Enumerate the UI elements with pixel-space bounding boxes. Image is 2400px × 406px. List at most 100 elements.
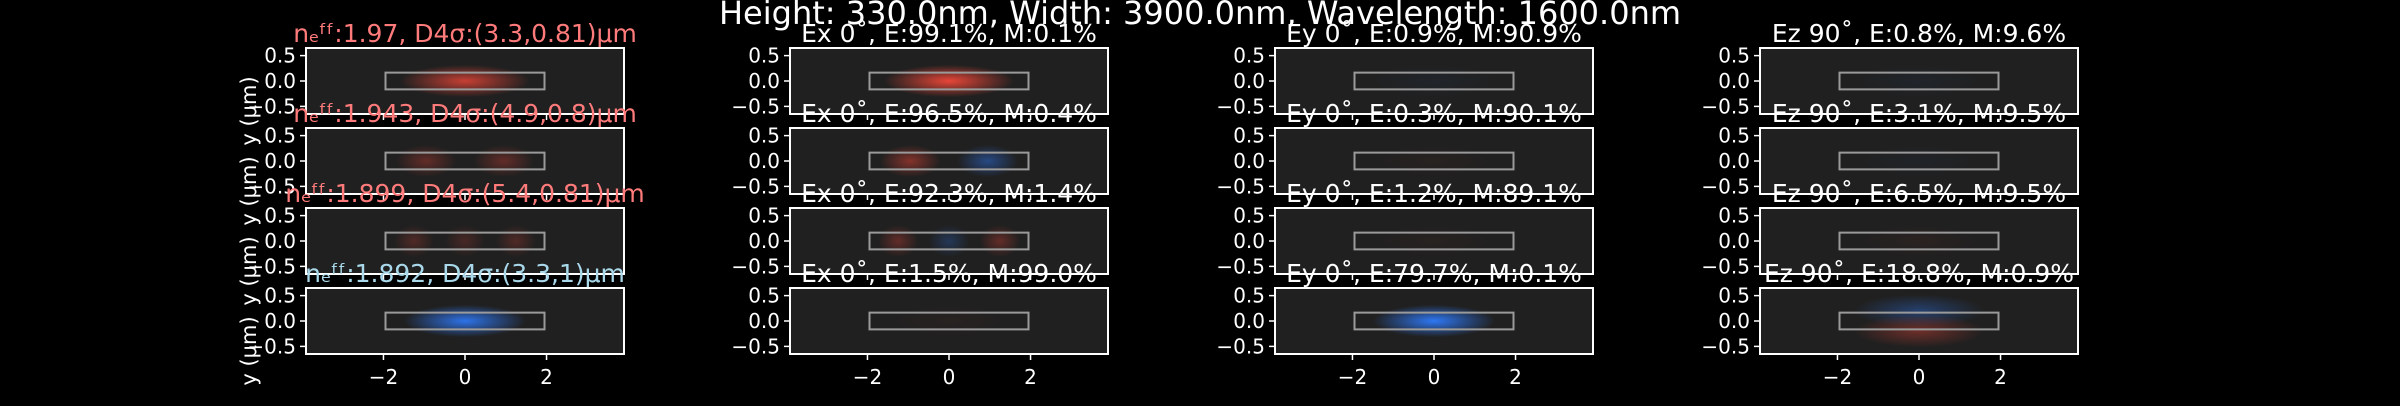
y-tick-label: −0.5 [731,334,780,358]
y-tick-label: 0.0 [1718,229,1750,253]
field-lobe-3 [495,224,537,258]
panel-r2-c2: 0.50.0−0.5 Ex 0˚, E:96.5%, M:0.4% [731,99,1109,200]
y-tick-label: 0.0 [1233,309,1265,333]
field-lobe-1 [1372,304,1496,338]
component-title: Ey 0˚, E:0.3%, M:90.1% [1286,99,1582,128]
panel-r4-c3: 0.50.0−0.5 −2 0 2 Ey 0˚, E:79.7%, M:0.1% [1216,259,1594,389]
y-tick-label: 0.5 [1233,204,1265,228]
component-title: Ez 90˚, E:18.8%, M:0.9% [1764,259,2074,288]
x-tick-label: 0 [1913,365,1926,389]
field-lobe-1 [395,144,457,178]
component-title: Ey 0˚, E:0.9%, M:90.9% [1286,19,1582,48]
panel-r2-c3: 0.50.0−0.5 Ey 0˚, E:0.3%, M:90.1% [1216,99,1594,200]
panel-r4-c2: 0.50.0−0.5 −2 0 2 Ex 0˚, E:1.5%, M:99.0% [731,259,1109,389]
y-tick-label: −0.5 [1216,334,1265,358]
y-tick-label: 0.0 [748,309,780,333]
y-tick-label: 0.5 [1718,204,1750,228]
y-tick-label: −0.5 [731,174,780,198]
y-tick-label: 0.5 [1718,284,1750,308]
figure-title: Height: 330.0nm, Width: 3900.0nm, Wavele… [719,0,1681,32]
panel-background [306,128,624,194]
y-tick-label: 0.0 [1233,69,1265,93]
y-tick-label: 0.5 [1718,44,1750,68]
y-tick-label: 0.5 [748,204,780,228]
y-tick-label: −0.5 [1701,334,1750,358]
y-tick-label: 0.5 [1233,284,1265,308]
y-axis-label: y (μm) [237,156,261,225]
field-lobe-1 [887,304,1011,338]
y-tick-label: −0.5 [1701,254,1750,278]
x-tick-label: 2 [540,365,553,389]
panel-r1-c3: 0.50.0−0.5 Ey 0˚, E:0.9%, M:90.9% [1216,19,1594,120]
y-tick-label: −0.5 [1701,174,1750,198]
panel-r4-c1: 0.50.0−0.5 −2 0 2 nₑᶠᶠ:1.892, D4σ:(3.3,1)μm y… [237,259,625,389]
component-title: Ex 0˚, E:99.1%, M:0.1% [801,19,1097,48]
component-title: Ex 0˚, E:96.5%, M:0.4% [801,99,1097,128]
waveguide-outline [868,311,1030,331]
y-tick-label: −0.5 [247,334,296,358]
waveguide-outline [1838,311,2000,331]
y-tick-label: −0.5 [247,174,296,198]
component-title: Ez 90˚, E:3.1%, M:9.5% [1772,99,2066,128]
panel-r3-c1: 0.5 0.0−0.5 nₑᶠᶠ:1.899, D4σ:(5.4,0.81)μm y … [237,179,645,306]
x-tick-label: 0 [459,365,472,389]
y-tick-label: 0.5 [1233,124,1265,148]
field-lobe-2 [473,144,535,178]
field-lobe-1 [1857,144,1981,178]
field-lobe-2 [444,224,486,258]
y-axis-label: y (μm) [237,236,261,305]
x-tick-label: 2 [1509,365,1522,389]
x-tick-label: −2 [369,365,398,389]
y-tick-label: 0.5 [264,284,296,308]
y-tick-label: 0.5 [1718,124,1750,148]
y-tick-label: −0.5 [247,254,296,278]
field-lobe-2 [957,144,1019,178]
waveguide-outline [1353,71,1515,91]
mode-label: nₑᶠᶠ:1.892, D4σ:(3.3,1)μm [305,259,625,288]
field-lobe-2 [1853,314,1985,348]
y-tick-label: 0.0 [748,229,780,253]
component-title: Ey 0˚, E:1.2%, M:89.1% [1286,179,1582,208]
y-tick-label: 0.0 [1718,149,1750,173]
waveguide-outline [1838,71,2000,91]
y-tick-label: 0.5 [264,124,296,148]
mode-label: nₑᶠᶠ:1.943, D4σ:(4.9,0.8)μm [293,99,637,128]
field-lobe-1 [399,64,531,98]
y-tick-label: 0.0 [264,69,296,93]
y-tick-label: 0.0 [1718,309,1750,333]
x-tick-label: 2 [1994,365,2007,389]
y-tick-label: −0.5 [1701,94,1750,118]
panel-r3-c4: 0.50.0−0.5 Ez 90˚, E:6.5%, M:9.5% [1701,179,2079,280]
y-tick-label: 0.5 [1233,44,1265,68]
y-tick-label: 0.5 [748,284,780,308]
y-tick-label: −0.5 [1216,254,1265,278]
panel-r3-c3: 0.50.0−0.5 Ey 0˚, E:1.2%, M:89.1% [1216,179,1594,280]
waveguide-outline [384,311,546,331]
y-tick-label: −0.5 [1216,94,1265,118]
y-tick-label: 0.0 [1233,229,1265,253]
component-title: Ey 0˚, E:79.7%, M:0.1% [1286,259,1582,288]
x-tick-label: −2 [1338,365,1367,389]
panel-background [790,128,1108,194]
y-axis-label: y (μm) [237,76,261,145]
waveguide-outline [868,151,1030,171]
y-tick-label: 0.5 [264,44,296,68]
field-lobe-1 [877,224,919,258]
mode-label: nₑᶠᶠ:1.97, D4σ:(3.3,0.81)μm [293,19,637,48]
x-tick-label: 2 [1024,365,1037,389]
y-axis-label: y (μm) [237,316,261,385]
y-tick-label: −0.5 [731,254,780,278]
y-tick-label: −0.5 [247,94,296,118]
field-lobe-1 [1372,224,1496,258]
y-tick-label: 0.0 [748,149,780,173]
y-tick-label: −0.5 [1216,174,1265,198]
field-lobe-1 [883,64,1015,98]
y-tick-label: 0.0 [1718,69,1750,93]
waveguide-outline [1353,311,1515,331]
mode-label: nₑᶠᶠ:1.899, D4σ:(5.4,0.81)μm [285,179,645,208]
y-tick-label: 0.0 [264,229,296,253]
component-title: Ez 90˚, E:6.5%, M:9.5% [1772,179,2066,208]
